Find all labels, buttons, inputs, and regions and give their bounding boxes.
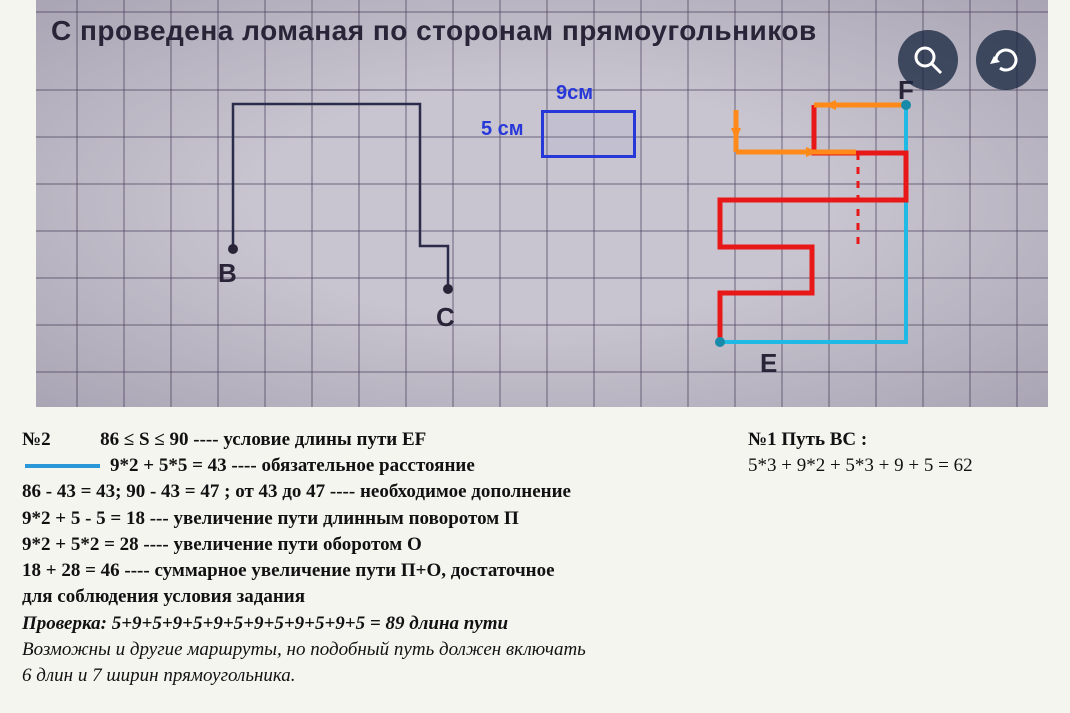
- point-C-dot: [443, 284, 453, 294]
- point-B-dot: [228, 244, 238, 254]
- label-B: B: [218, 258, 237, 289]
- sol1-line1: 5*3 + 9*2 + 5*3 + 9 + 5 = 62: [748, 453, 973, 479]
- refresh-button[interactable]: [976, 30, 1036, 90]
- figure-image: С проведена ломаная по сторонам прямоуго…: [36, 0, 1048, 407]
- sol2-l4: 9*2 + 5 - 5 = 18 --- увеличение пути дли…: [22, 508, 519, 529]
- red-path: [720, 105, 906, 342]
- sol2-l9: Возможны и другие маршруты, но подобный …: [22, 639, 586, 660]
- sol2-l3: 86 - 43 = 43; 90 - 43 = 47 ; от 43 до 47…: [22, 481, 571, 502]
- sol2-l6: 18 + 28 = 46 ---- суммарное увеличение п…: [22, 560, 555, 581]
- solution-2: №2 86 ≤ S ≤ 90 ---- условие длины пути E…: [22, 427, 586, 689]
- label-C: C: [436, 302, 455, 333]
- refresh-icon: [988, 42, 1024, 78]
- label-E: E: [760, 348, 777, 379]
- navy-polyline-BC: [233, 104, 448, 289]
- paths-svg: [36, 0, 1048, 407]
- sol2-l2: 9*2 + 5*5 = 43 ---- обязательное расстоя…: [110, 455, 475, 476]
- arrow-down: [731, 128, 741, 140]
- sol2-l8: Проверка: 5+9+5+9+5+9+5+9+5+9+5+9+5 = 89…: [22, 613, 508, 634]
- solution-1: №1 Путь BC : 5*3 + 9*2 + 5*3 + 9 + 5 = 6…: [748, 427, 973, 479]
- search-button[interactable]: [898, 30, 958, 90]
- sol2-l10: 6 длин и 7 ширин прямоугольника.: [22, 665, 296, 686]
- orange-path: [736, 105, 906, 152]
- sol2-l1b: 86 ≤ S ≤ 90 ---- условие длины пути EF: [100, 429, 426, 450]
- sol1-title: №1 Путь BC :: [748, 429, 867, 450]
- search-icon: [911, 43, 945, 77]
- arrow-left: [824, 100, 836, 110]
- sol2-l5: 9*2 + 5*2 = 28 ---- увеличение пути обор…: [22, 534, 422, 555]
- sol2-num: №2: [22, 429, 51, 450]
- sol2-l7: для соблюдения условия задания: [22, 586, 305, 607]
- point-E-dot: [715, 337, 725, 347]
